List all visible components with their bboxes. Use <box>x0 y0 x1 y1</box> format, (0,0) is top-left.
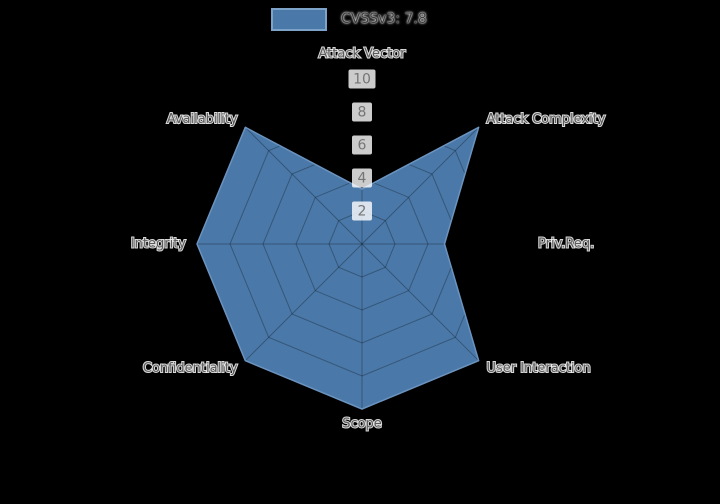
cvss-score-polygon <box>197 127 479 409</box>
radial-tick-label-4: 4 <box>358 171 367 187</box>
radial-tick-label-8: 8 <box>358 105 367 121</box>
radial-tick-box-6 <box>352 135 372 155</box>
grid-spoke-availability <box>244 126 363 245</box>
grid-ring-2 <box>328 210 396 278</box>
axis-label-attack-complexity: Attack Complexity <box>486 112 605 127</box>
grid-spoke-user-interaction <box>361 243 480 362</box>
radial-tick-box-10 <box>348 69 376 89</box>
axis-label-availability: Availability <box>167 112 238 127</box>
grid-spoke-confidentiality <box>244 243 363 362</box>
grid-spoke-attack-complexity <box>361 126 480 245</box>
axis-label-integrity: Integrity <box>131 237 186 252</box>
radial-tick-label-6: 6 <box>358 138 367 154</box>
grid-ring-8 <box>229 111 495 377</box>
grid-ring-4 <box>295 177 429 311</box>
axis-label-confidentiality: Confidentiality <box>143 361 238 376</box>
legend-swatch <box>271 8 327 31</box>
radial-tick-box-8 <box>352 102 372 122</box>
legend: CVSSv3: 7.8 <box>271 8 427 31</box>
grid-ring-6 <box>262 144 462 344</box>
cvss-score-outline <box>196 126 480 410</box>
axis-label-user-interaction: User Interaction <box>486 361 590 376</box>
radial-tick-box-4 <box>352 168 372 188</box>
axis-label-scope: Scope <box>342 417 382 432</box>
legend-label: CVSSv3: 7.8 <box>341 11 427 27</box>
axis-label-attack-vector: Attack Vector <box>318 47 406 62</box>
axis-label-priv-req: Priv.Req. <box>538 237 594 252</box>
radial-tick-label-10: 10 <box>353 72 371 88</box>
radial-tick-box-2 <box>352 201 372 221</box>
radial-tick-label-2: 2 <box>358 204 367 220</box>
